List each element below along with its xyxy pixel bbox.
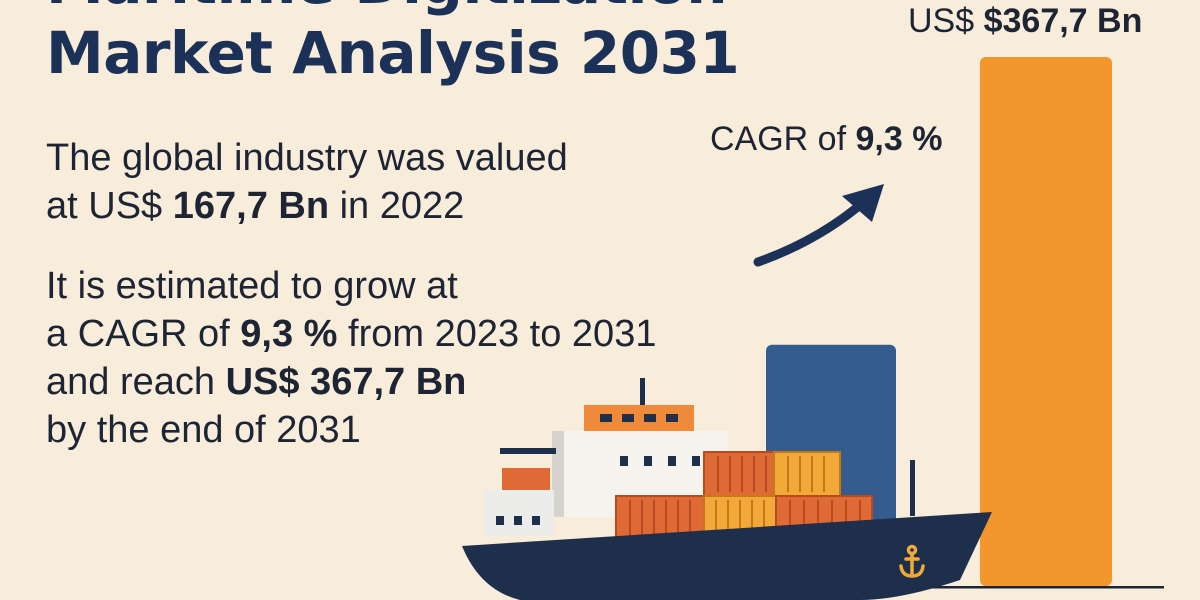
forecast-line-2-suffix: from 2023 to 2031 xyxy=(337,313,657,355)
forecast-paragraph: It is estimated to grow at a CAGR of 9,3… xyxy=(46,262,656,454)
valuation-paragraph: The global industry was valued at US$ 16… xyxy=(46,134,568,230)
forecast-line-2-prefix: a CAGR of xyxy=(46,313,241,355)
valuation-line-2: at US$ 167,7 Bn in 2022 xyxy=(46,182,568,230)
title-line-1: Maritime Digitization xyxy=(46,0,739,18)
anchor-icon xyxy=(899,544,925,578)
forecast-line-3-prefix: and reach xyxy=(46,361,226,403)
forecast-line-3: and reach US$ 367,7 Bn xyxy=(46,358,656,406)
cargo-ship-icon xyxy=(462,378,992,600)
bar-2031 xyxy=(980,57,1112,586)
page-title: Maritime Digitization Market Analysis 20… xyxy=(46,0,740,88)
title-line-2: Market Analysis 2031 xyxy=(46,19,740,87)
forecast-2031-value: US$ 367,7 Bn xyxy=(225,361,467,403)
valuation-2022-value: 167,7 Bn xyxy=(172,185,330,227)
valuation-line-1: The global industry was valued xyxy=(46,137,568,179)
forecast-cagr-value: 9,3 % xyxy=(240,313,338,355)
forecast-line-1: It is estimated to grow at xyxy=(46,265,458,307)
valuation-line-2-prefix: at US$ xyxy=(46,185,173,227)
bar-2031-value-label: US$ $367,7 Bn xyxy=(908,2,1142,41)
bar-2031-value: $367,7 Bn xyxy=(983,2,1143,40)
growth-arrow-icon xyxy=(753,184,884,267)
bar-2031-value-prefix: US$ xyxy=(908,2,984,40)
forecast-line-4: by the end of 2031 xyxy=(46,409,361,451)
cagr-annotation-value: 9,3 % xyxy=(855,120,943,158)
valuation-line-2-suffix: in 2022 xyxy=(329,185,465,227)
forecast-line-2: a CAGR of 9,3 % from 2023 to 2031 xyxy=(46,310,656,358)
chart-baseline xyxy=(930,586,1164,589)
cagr-annotation: CAGR of 9,3 % xyxy=(710,120,942,159)
cagr-annotation-prefix: CAGR of xyxy=(710,120,856,158)
